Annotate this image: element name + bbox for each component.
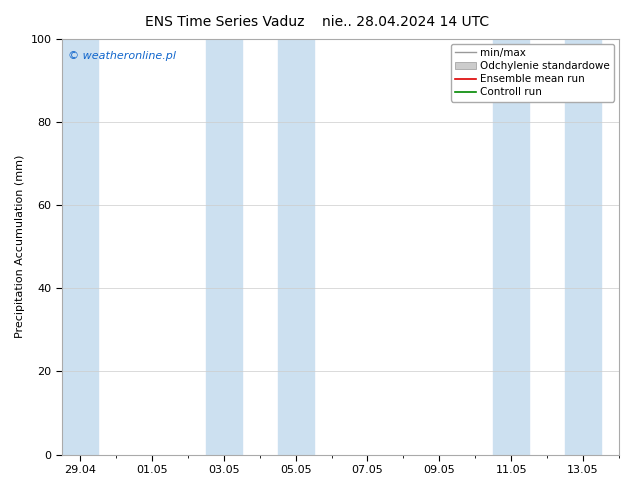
Bar bbox=[565, 39, 601, 455]
Y-axis label: Precipitation Accumulation (mm): Precipitation Accumulation (mm) bbox=[15, 155, 25, 338]
Bar bbox=[278, 39, 314, 455]
Bar bbox=[62, 39, 98, 455]
Bar bbox=[205, 39, 242, 455]
Legend: min/max, Odchylenie standardowe, Ensemble mean run, Controll run: min/max, Odchylenie standardowe, Ensembl… bbox=[451, 44, 614, 101]
Bar bbox=[493, 39, 529, 455]
Text: © weatheronline.pl: © weatheronline.pl bbox=[68, 51, 176, 61]
Text: ENS Time Series Vaduz    nie.. 28.04.2024 14 UTC: ENS Time Series Vaduz nie.. 28.04.2024 1… bbox=[145, 15, 489, 29]
